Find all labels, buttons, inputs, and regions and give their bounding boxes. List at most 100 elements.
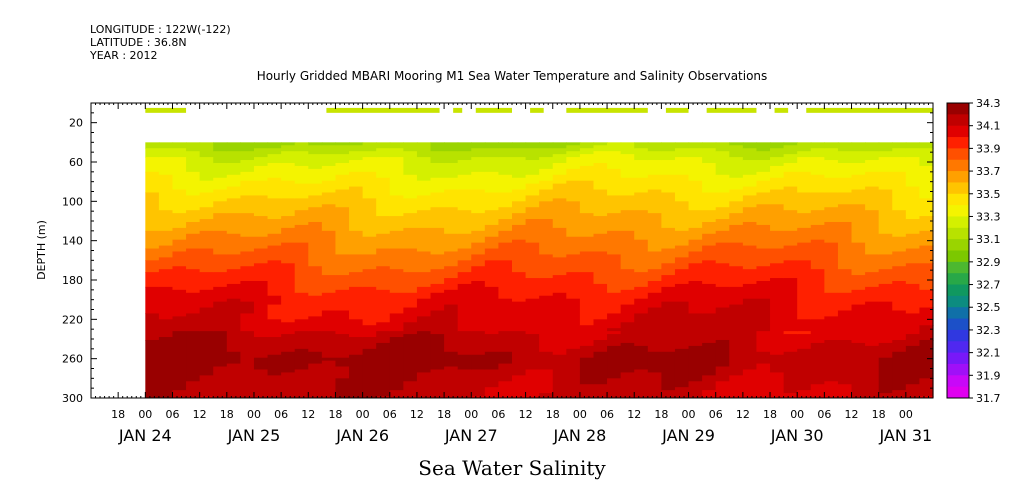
contour-cell [186, 171, 201, 197]
contour-cell [158, 286, 174, 320]
contour-cell [294, 224, 309, 244]
contour-cell [281, 180, 296, 199]
contour-cell [715, 366, 730, 382]
contour-cell [552, 198, 567, 229]
contour-cell [552, 292, 567, 356]
contour-cell [837, 339, 853, 385]
contour-cell [566, 151, 581, 158]
contour-cell [512, 224, 527, 241]
contour-cell [145, 192, 160, 232]
contour-cell [267, 177, 282, 199]
contour-cell [430, 177, 445, 194]
colorbar-label: 32.1 [976, 347, 1001, 360]
contour-cell [226, 351, 241, 365]
contour-cell [403, 198, 418, 214]
contour-cell [349, 160, 364, 173]
contour-cell [145, 339, 160, 398]
contour-cell [172, 189, 187, 214]
contour-cell [593, 162, 608, 191]
contour-cell [824, 316, 839, 341]
contour-cell [878, 233, 893, 256]
contour-cell [389, 195, 404, 217]
colorbar-label: 32.7 [976, 279, 1001, 292]
contour-cell [783, 245, 798, 261]
contour-cell [715, 263, 730, 288]
contour-cell [715, 242, 730, 264]
contour-cell [674, 257, 690, 270]
contour-cell [498, 298, 513, 332]
x-axis-label: Sea Water Salinity [418, 456, 606, 480]
contour-cell [539, 157, 554, 170]
contour-cell [878, 269, 893, 285]
contour-cell [892, 210, 907, 238]
contour-cell [593, 339, 608, 353]
contour-cell [770, 165, 785, 179]
contour-cell [607, 313, 622, 329]
contour-cell [579, 236, 595, 253]
contour-cell [226, 186, 241, 199]
contour-cell [349, 145, 364, 152]
contour-cell [281, 242, 296, 264]
contour-cell [294, 331, 309, 350]
contour-cell [783, 260, 798, 279]
contour-cell [484, 236, 500, 250]
contour-cell [349, 142, 364, 146]
contour-cell [593, 216, 608, 235]
contour-cell [824, 242, 839, 294]
contour-cell [484, 286, 500, 335]
contour-cell [770, 248, 785, 264]
contour-cell [484, 142, 500, 149]
contour-cell [674, 348, 690, 388]
contour-cell [253, 263, 269, 282]
contour-cell [471, 266, 486, 282]
contour-cell [525, 334, 540, 371]
contour-cell [484, 248, 500, 261]
contour-cell [607, 195, 622, 214]
contour-cell [240, 280, 255, 303]
contour-cell [892, 351, 907, 391]
contour-cell [837, 204, 853, 223]
contour-cell [620, 342, 635, 374]
contour-cell [321, 275, 337, 294]
contour-cell [226, 213, 241, 235]
contour-cell [267, 337, 282, 356]
contour-cell [620, 289, 635, 306]
colorbar-swatch [947, 171, 969, 183]
contour-cell [824, 148, 839, 161]
contour-cell [471, 213, 486, 232]
contour-cell [186, 313, 201, 332]
contour-cell [145, 148, 160, 158]
x-day-label: JAN 31 [878, 426, 932, 445]
contour-cell [770, 354, 785, 374]
y-tick-label: 180 [62, 274, 83, 287]
contour-cell [172, 213, 187, 229]
contour-cell [742, 298, 758, 371]
colorbar-swatch [947, 239, 969, 251]
contour-cell [824, 142, 839, 149]
x-hour-label: 12 [519, 408, 533, 421]
contour-cell [783, 351, 798, 394]
contour-cell [661, 151, 676, 161]
contour-cell [593, 319, 608, 341]
contour-cell [253, 369, 269, 398]
contour-cell [308, 221, 323, 267]
contour-cell [376, 157, 391, 179]
contour-cell [634, 142, 649, 149]
contour-cell [878, 151, 893, 158]
contour-cell [634, 369, 649, 398]
contour-cell [661, 286, 676, 303]
contour-cell [607, 151, 622, 170]
contour-cell [878, 357, 893, 394]
contour-cell [430, 142, 445, 152]
contour-cell [294, 142, 309, 152]
contour-cell [349, 254, 364, 273]
contour-cell [579, 272, 595, 326]
contour-cell [878, 171, 893, 191]
contour-cell [865, 254, 880, 273]
contour-cell [702, 283, 717, 315]
contour-cell [226, 298, 241, 353]
contour-cell [335, 357, 350, 368]
contour-cell [308, 195, 323, 208]
contour-cell [267, 304, 282, 320]
contour-cell [213, 213, 228, 232]
